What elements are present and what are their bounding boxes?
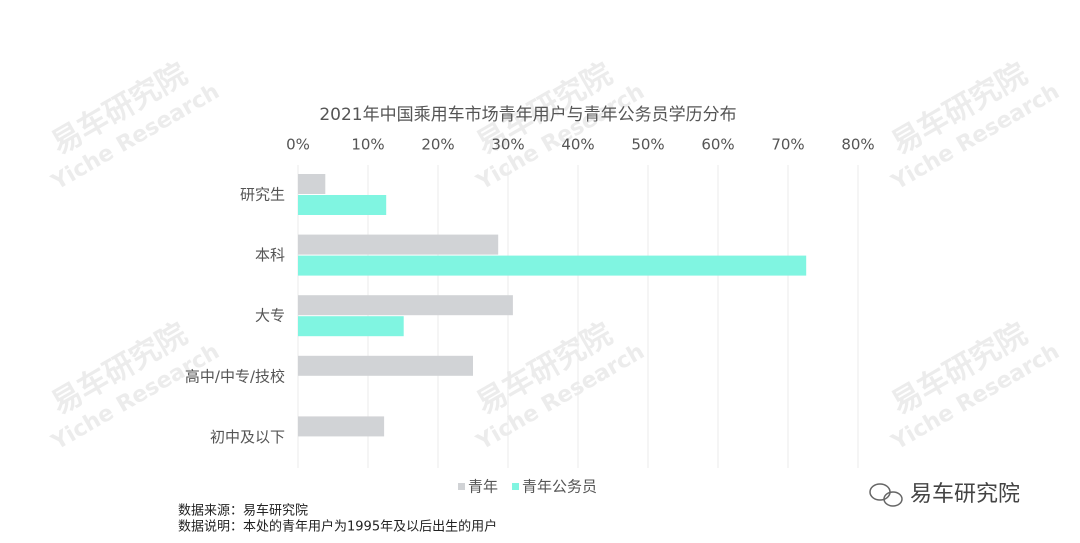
- x-tick-label: 0%: [286, 136, 310, 154]
- bar: [298, 416, 385, 437]
- x-tick-label: 10%: [351, 136, 384, 154]
- bar: [298, 195, 387, 215]
- x-tick-label: 30%: [491, 136, 524, 154]
- x-tick-label: 20%: [421, 136, 454, 154]
- x-tick-label: 60%: [701, 136, 734, 154]
- logo-icon: [869, 483, 903, 507]
- y-tick-label: 研究生: [240, 186, 285, 204]
- x-tick-label: 80%: [841, 136, 874, 154]
- bar: [298, 295, 513, 316]
- logo: 易车研究院: [910, 482, 1020, 507]
- x-tick-label: 70%: [771, 136, 804, 154]
- y-tick-label: 大专: [255, 307, 285, 325]
- legend-swatch: [512, 483, 520, 490]
- x-tick-label: 50%: [631, 136, 664, 154]
- bar: [298, 174, 326, 194]
- y-tick-label: 高中/中专/技校: [185, 367, 285, 385]
- note: 数据说明：本处的青年用户为1995年及以后出生的用户: [178, 519, 497, 535]
- legend-label: 青年: [468, 478, 498, 496]
- legend-label: 青年公务员: [522, 478, 597, 496]
- bar: [298, 255, 807, 276]
- bar: [298, 355, 473, 376]
- x-tick-label: 40%: [561, 136, 594, 154]
- chart-title: 2021年中国乘用车市场青年用户与青年公务员学历分布: [319, 105, 736, 125]
- legend-swatch: [458, 483, 465, 490]
- bar: [298, 234, 499, 255]
- y-tick-label: 本科: [255, 246, 285, 264]
- y-tick-label: 初中及以下: [210, 428, 285, 446]
- bar: [298, 316, 404, 337]
- source: 数据来源：易车研究院: [178, 503, 308, 519]
